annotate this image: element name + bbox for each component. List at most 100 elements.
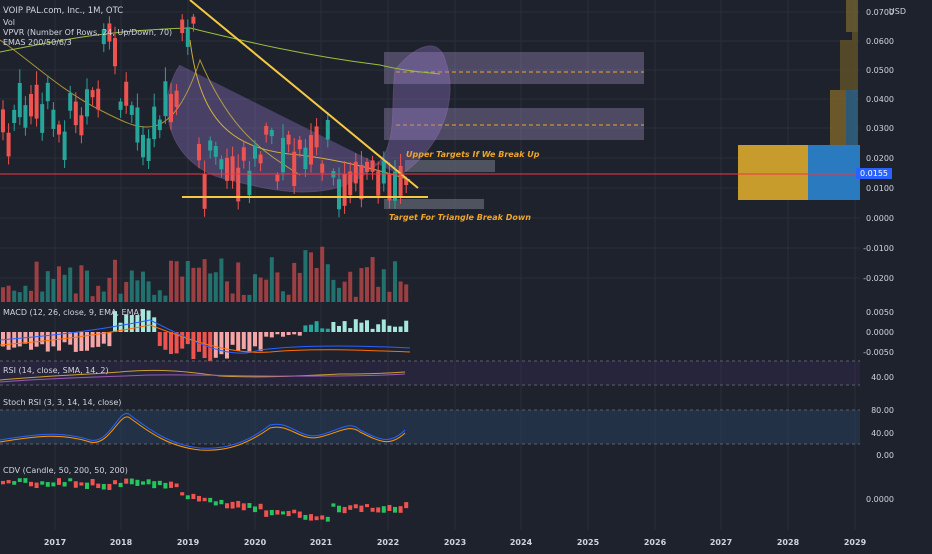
candle-body [297,139,302,150]
macd-bar [370,328,375,332]
volume-bar [79,265,84,302]
macd-axis-tick: -0.0050 [863,348,894,357]
time-axis-tick: 2019 [176,538,200,547]
cdv-candle [51,482,56,487]
macd-bar [152,317,157,332]
volume-bar [393,261,397,302]
cdv-candle [169,481,173,488]
cdv-candle [29,481,33,487]
volume-bar [258,277,263,302]
cdv-candle [348,505,353,510]
volume-bar [157,290,162,302]
volume-bar [113,259,117,302]
cdv-candle [17,478,22,483]
macd-bar [275,332,280,335]
cdv-candle [174,483,179,488]
candle-body [325,120,330,140]
cdv-candle [191,493,196,500]
volume-label: Vol [3,18,15,27]
macd-bar [303,325,308,332]
cdv-candle [297,511,302,518]
cdv-candle [225,503,229,509]
descending-trendline[interactable] [189,0,419,189]
cdv-candle [387,504,392,512]
macd-bar [101,332,106,344]
candle-body [23,105,28,128]
time-axis-tick: 2022 [376,538,400,547]
candle-body [57,124,61,135]
macd-bar [146,310,151,332]
volume-bar [303,250,308,302]
candle-body [258,154,263,164]
macd-bar [292,332,297,335]
rsi-ma-line [0,373,406,383]
volume-bar [191,267,196,302]
volume-bar [241,294,246,302]
volume-bar [96,285,101,302]
volume-bar [17,292,22,302]
price-candles[interactable] [1,13,409,218]
volume-bar [152,294,157,302]
macd-bar [342,321,347,332]
volume-bar [202,259,207,302]
volume-bar [236,262,241,302]
volume-bar [331,279,336,302]
candle-body [387,173,392,201]
candle-body [152,106,157,140]
target-zones[interactable] [384,52,644,209]
volume-bar [275,272,280,302]
ema-6-line [0,39,301,176]
candle-body [101,29,106,45]
candle-body [225,157,229,181]
cdv-candle [68,478,73,482]
volume-bar [85,270,89,302]
volume-bar [314,268,319,302]
macd-bar [264,332,269,337]
rsi-line [0,369,406,381]
stoch-d-line [0,416,406,451]
candle-body [275,174,280,182]
volume-bar [292,262,297,302]
volume-bar [169,260,173,302]
cdv-candle [157,480,162,486]
cdv-candle [253,506,257,513]
volume-bar [376,286,381,302]
cdv-candle [118,482,123,488]
volume-bar [29,290,33,302]
candle-body [40,104,45,133]
time-axis-tick: 2018 [109,538,133,547]
volume-bar [174,261,179,302]
cdv-candle [303,514,308,520]
cdv-candle [314,516,319,521]
candle-body [359,164,364,200]
cdv-candle [337,505,341,513]
macd-bar [1,332,5,347]
macd-bar [365,320,369,332]
volume-bar [1,287,5,302]
cdv-candle [62,482,67,487]
macd-signal-line [0,324,411,353]
macd-histogram [1,309,409,362]
candle-body [230,156,235,181]
cdv-axis-tick: 0.0000 [866,495,894,504]
volume-bar [40,291,45,302]
cdv-candle [404,502,409,509]
cdv-candle [376,507,381,513]
volume-bar [101,291,106,302]
stoch-axis-tick: 40.00 [871,429,894,438]
volume-bar [381,269,386,302]
macd-bar [309,324,313,332]
cdv-candle [96,483,101,489]
volume-bar [404,284,409,302]
volume-bar [197,267,201,302]
cdv-candle [1,480,5,485]
volume-bar [34,261,39,302]
macd-bar [269,332,274,338]
volume-bar [370,257,375,302]
candle-body [51,109,56,129]
cdv-candle [45,482,50,487]
price-axis-tick: 0.0400 [866,95,894,104]
candle-body [348,171,353,196]
